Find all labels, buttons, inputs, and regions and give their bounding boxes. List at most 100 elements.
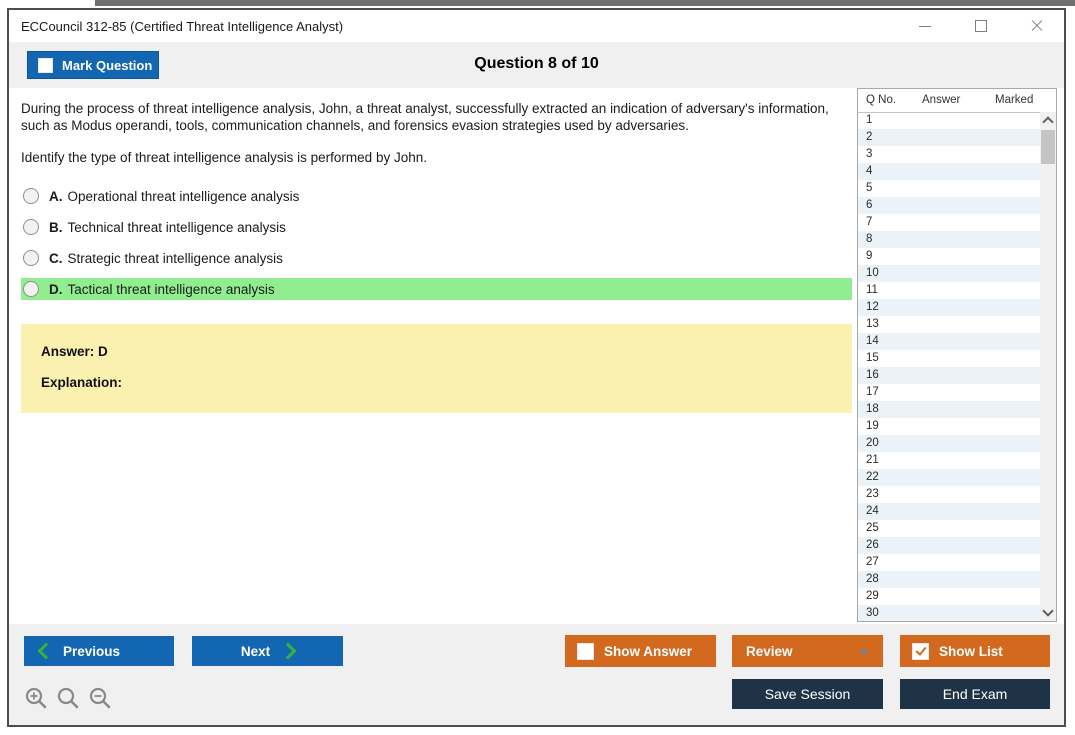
window-controls — [914, 10, 1048, 42]
cell-qno: 14 — [866, 335, 879, 347]
table-row[interactable]: 20 — [858, 435, 1040, 452]
cell-qno: 7 — [866, 216, 873, 228]
cell-qno: 17 — [866, 386, 879, 398]
table-row[interactable]: 12 — [858, 299, 1040, 316]
cell-answer — [918, 520, 990, 537]
next-button[interactable]: Next — [192, 636, 343, 666]
radio-button[interactable] — [23, 250, 39, 266]
close-button[interactable] — [1026, 15, 1048, 37]
table-row[interactable]: 13 — [858, 316, 1040, 333]
table-row[interactable]: 22 — [858, 469, 1040, 486]
option-text: Tactical threat intelligence analysis — [67, 281, 275, 297]
cell-answer — [918, 605, 990, 621]
table-row[interactable]: 18 — [858, 401, 1040, 418]
cell-marked — [990, 520, 1040, 537]
table-row[interactable]: 28 — [858, 571, 1040, 588]
table-row[interactable]: 25 — [858, 520, 1040, 537]
answer-option-a[interactable]: A. Operational threat intelligence analys… — [21, 185, 852, 207]
cell-marked — [990, 214, 1040, 231]
table-row[interactable]: 14 — [858, 333, 1040, 350]
scrollbar-thumb[interactable] — [1041, 130, 1055, 164]
question-instruction: Identify the type of threat intelligence… — [21, 150, 427, 165]
table-row[interactable]: 10 — [858, 265, 1040, 282]
table-row[interactable]: 30 — [858, 605, 1040, 621]
answer-option-d[interactable]: D. Tactical threat intelligence analysis — [21, 278, 852, 300]
scroll-up-icon[interactable] — [1042, 116, 1054, 128]
answer-option-b[interactable]: B. Technical threat intelligence analysis — [21, 216, 852, 238]
review-button[interactable]: Review — [732, 635, 883, 667]
question-counter: Question 8 of 10 — [474, 55, 599, 72]
table-row[interactable]: 24 — [858, 503, 1040, 520]
table-row[interactable]: 6 — [858, 197, 1040, 214]
cell-marked — [990, 367, 1040, 384]
zoom-in-icon[interactable] — [24, 686, 50, 712]
show-answer-checkbox[interactable] — [577, 642, 594, 660]
table-row[interactable]: 3 — [858, 146, 1040, 163]
save-session-button[interactable]: Save Session — [732, 679, 883, 709]
question-list-scrollbar[interactable] — [1040, 112, 1056, 621]
cell-marked — [990, 146, 1040, 163]
cell-marked — [990, 197, 1040, 214]
minimize-button[interactable] — [914, 15, 936, 37]
radio-button[interactable] — [23, 188, 39, 204]
table-row[interactable]: 9 — [858, 248, 1040, 265]
question-list-header: Q No. Answer Marked — [858, 89, 1056, 113]
cell-marked — [990, 435, 1040, 452]
cell-marked — [990, 112, 1040, 129]
show-answer-button[interactable]: Show Answer — [565, 635, 716, 667]
cell-qno: 4 — [866, 165, 873, 177]
table-row[interactable]: 7 — [858, 214, 1040, 231]
option-letter: C. — [49, 250, 63, 266]
cell-qno: 27 — [866, 556, 879, 568]
options-list: A. Operational threat intelligence analys… — [21, 185, 852, 309]
radio-button[interactable] — [23, 219, 39, 235]
radio-button[interactable] — [23, 281, 39, 297]
cell-answer — [918, 418, 990, 435]
table-row[interactable]: 29 — [858, 588, 1040, 605]
previous-button[interactable]: Previous — [24, 636, 174, 666]
mark-question-button[interactable]: Mark Question — [27, 51, 159, 79]
table-row[interactable]: 21 — [858, 452, 1040, 469]
answer-panel: Answer: D Explanation: — [21, 324, 852, 413]
cell-answer — [918, 486, 990, 503]
cell-qno: 10 — [866, 267, 879, 279]
show-list-checkbox[interactable] — [912, 642, 929, 660]
table-row[interactable]: 1 — [858, 112, 1040, 129]
question-list-rows: 1 2 3 4 5 6 7 8 9 10 11 12 13 14 15 16 17 18 19 20 21 22 23 24 2… — [858, 112, 1040, 621]
cell-qno: 18 — [866, 403, 879, 415]
table-row[interactable]: 11 — [858, 282, 1040, 299]
table-row[interactable]: 26 — [858, 537, 1040, 554]
cell-marked — [990, 248, 1040, 265]
show-list-button[interactable]: Show List — [900, 635, 1050, 667]
cell-marked — [990, 537, 1040, 554]
table-row[interactable]: 5 — [858, 180, 1040, 197]
answer-option-c[interactable]: C. Strategic threat intelligence analysis — [21, 247, 852, 269]
zoom-out-icon[interactable] — [88, 686, 114, 712]
cell-answer — [918, 384, 990, 401]
cell-qno: 9 — [866, 250, 873, 262]
table-row[interactable]: 16 — [858, 367, 1040, 384]
table-row[interactable]: 27 — [858, 554, 1040, 571]
table-row[interactable]: 17 — [858, 384, 1040, 401]
table-row[interactable]: 15 — [858, 350, 1040, 367]
cell-marked — [990, 554, 1040, 571]
maximize-icon — [975, 20, 987, 32]
end-exam-button[interactable]: End Exam — [900, 679, 1050, 709]
table-row[interactable]: 19 — [858, 418, 1040, 435]
table-row[interactable]: 2 — [858, 129, 1040, 146]
zoom-reset-icon[interactable] — [56, 686, 82, 712]
cell-answer — [918, 333, 990, 350]
maximize-button[interactable] — [970, 15, 992, 37]
zoom-controls — [24, 686, 114, 712]
scroll-down-icon[interactable] — [1042, 605, 1054, 617]
table-row[interactable]: 23 — [858, 486, 1040, 503]
header-bar: Mark Question Question 8 of 10 — [9, 42, 1064, 88]
cell-answer — [918, 401, 990, 418]
show-answer-label: Show Answer — [604, 643, 693, 659]
table-row[interactable]: 4 — [858, 163, 1040, 180]
mark-question-checkbox[interactable] — [38, 57, 53, 73]
table-row[interactable]: 8 — [858, 231, 1040, 248]
cell-answer — [918, 299, 990, 316]
cell-marked — [990, 129, 1040, 146]
